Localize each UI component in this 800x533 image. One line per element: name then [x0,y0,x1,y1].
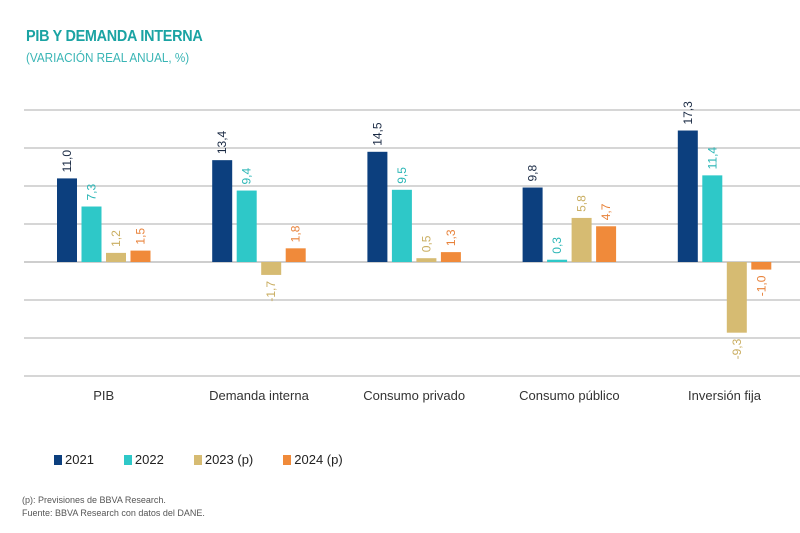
data-label: 17,3 [681,101,695,125]
data-label: 1,3 [444,229,458,246]
data-label: 1,8 [289,225,303,242]
legend-item: 2024 (p) [283,452,343,467]
data-label: 13,4 [215,130,229,154]
bar [547,259,568,262]
bar-chart: 11,0 7,3 1,2 1,5 13,4 9,4 -1,7 1,8 14,5 9,5 0,5 1,3… [24,101,800,403]
bar [212,160,233,262]
bar [440,252,461,262]
footnote-forecast: (p): Previsiones de BBVA Research. [22,495,166,505]
legend-label: 2024 (p) [294,452,343,467]
bar [571,217,592,262]
category-label: Consumo público [519,388,619,403]
data-label: -1,0 [754,275,768,296]
bar [106,252,126,262]
legend-label: 2021 [65,452,94,467]
data-label: 11,4 [705,147,719,170]
data-label: 9,5 [395,167,409,184]
data-label: 7,3 [85,184,99,201]
data-label: 9,8 [526,165,540,182]
category-label: Demanda interna [209,388,309,403]
data-label: 1,2 [109,230,123,247]
bar [726,262,747,333]
data-label: 0,3 [550,237,564,254]
legend-item: 2023 (p) [193,452,254,467]
legend-item: 2021 [54,452,94,467]
bar [367,151,388,262]
data-labels: 11,0 7,3 1,2 1,5 13,4 9,4 -1,7 1,8 14,5 9,5 0,5 1,3… [60,101,768,360]
legend-swatch [283,454,292,465]
chart-subtitle: (VARIACIÓN REAL ANUAL, %) [26,50,190,65]
bar [391,189,412,262]
data-label: 9,4 [240,168,254,185]
gridlines [24,109,800,377]
legend-item: 2022 [123,452,164,467]
legend-swatch [193,454,202,465]
data-label: 4,7 [599,203,613,220]
data-label: -9,3 [730,338,744,359]
bar [236,190,257,262]
footnote-source: Fuente: BBVA Research con datos del DANE… [22,508,205,518]
category-labels: PIB Demanda interna Consumo privado Consumo… [93,388,762,403]
bar [751,262,772,270]
legend-label: 2022 [134,452,164,467]
category-label: Consumo privado [363,388,465,403]
bar [522,187,543,262]
category-label: Inversión fija [688,388,762,403]
data-label: -1,7 [264,281,278,302]
legend-label: 2023 (p) [204,452,254,467]
data-label: 5,8 [575,195,589,212]
bar [416,258,437,262]
bars [57,130,772,333]
bar [677,130,698,262]
chart-title: PIB Y DEMANDA INTERNA [26,28,203,45]
bar [702,175,723,262]
data-label: 11,0 [60,150,74,173]
bar [130,250,151,262]
bar [81,206,102,262]
legend: 2021 2022 2023 (p) 2024 (p) [54,452,343,467]
bar [261,262,282,275]
category-label: PIB [93,388,114,403]
data-label: 0,5 [419,235,433,252]
bar [596,226,617,262]
data-label: 14,5 [370,122,384,146]
bar [57,178,77,262]
legend-swatch [123,454,132,465]
legend-swatch [54,454,62,465]
data-label: 1,5 [134,228,148,245]
bar [285,248,306,262]
